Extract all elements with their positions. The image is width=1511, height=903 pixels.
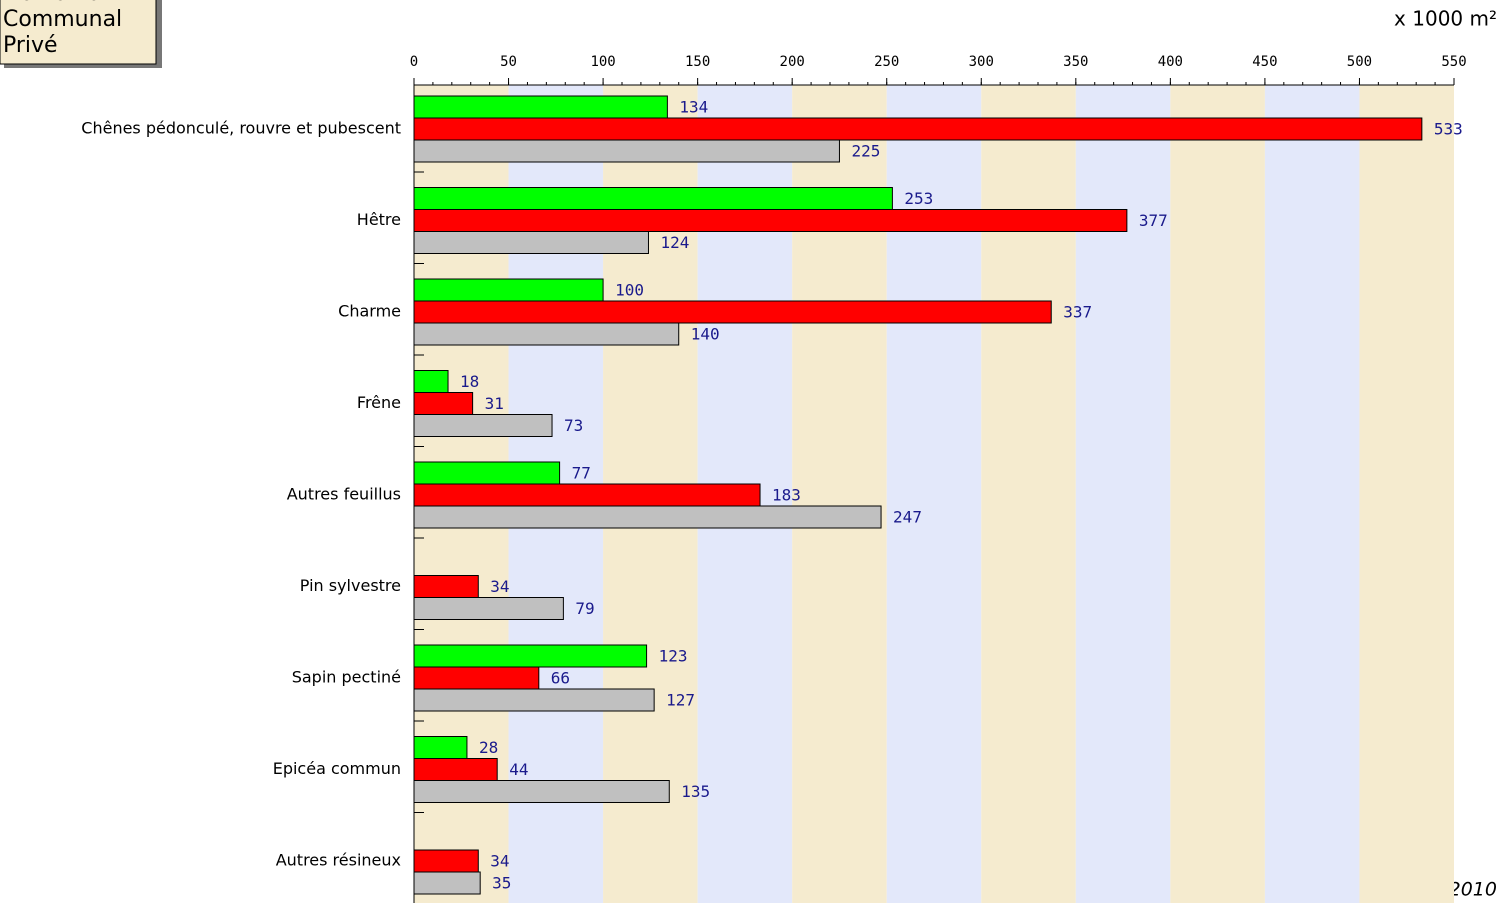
value-label: 183 xyxy=(772,486,801,505)
legend-label: Privé xyxy=(3,33,58,58)
grid-band xyxy=(1359,85,1454,903)
category-label: Frêne xyxy=(357,393,401,412)
x-tick-label: 350 xyxy=(1063,54,1088,70)
bar xyxy=(413,300,1052,324)
value-label: 31 xyxy=(485,394,504,413)
value-label: 34 xyxy=(490,852,509,871)
bar xyxy=(413,278,604,302)
category-label: Autres résineux xyxy=(276,851,401,870)
bar xyxy=(413,575,479,598)
x-tick-label: 100 xyxy=(590,54,615,70)
bar xyxy=(413,666,540,690)
bar xyxy=(413,505,882,529)
value-label: 127 xyxy=(666,691,695,710)
value-label: 337 xyxy=(1063,303,1092,322)
bar xyxy=(413,231,649,254)
x-tick-label: 150 xyxy=(685,54,710,70)
value-label: 247 xyxy=(893,508,922,527)
grid-band xyxy=(1264,85,1360,903)
category-label: Hêtre xyxy=(357,210,401,229)
value-label: 66 xyxy=(551,669,570,688)
category-label: Chênes pédonculé, rouvre et pubescent xyxy=(81,119,401,138)
x-tick-label: 450 xyxy=(1252,54,1277,70)
x-tick-label: 0 xyxy=(410,54,418,70)
bar xyxy=(413,871,481,895)
bar xyxy=(413,209,1128,232)
x-tick-label: 500 xyxy=(1347,54,1372,70)
value-label: 225 xyxy=(851,142,880,161)
x-tick-label: 250 xyxy=(874,54,899,70)
x-tick-label: 400 xyxy=(1158,54,1183,70)
bar xyxy=(413,370,449,393)
bar xyxy=(413,758,498,781)
bar xyxy=(413,95,668,119)
grid-band xyxy=(1170,85,1265,903)
category-label: Epicéa commun xyxy=(273,759,401,778)
x-tick-label: 550 xyxy=(1441,54,1466,70)
bar xyxy=(413,644,648,668)
value-label: 377 xyxy=(1139,211,1168,230)
legend-label: Communal xyxy=(3,7,122,32)
category-label: Sapin pectiné xyxy=(292,668,401,687)
unit-label: x 1000 m² xyxy=(1394,7,1497,31)
bar xyxy=(413,322,680,346)
category-label: Autres feuillus xyxy=(287,485,401,504)
value-label: 134 xyxy=(679,98,708,117)
bar xyxy=(413,688,655,712)
bar xyxy=(413,483,761,507)
value-label: 124 xyxy=(660,233,689,252)
legend-box xyxy=(0,0,157,65)
value-label: 79 xyxy=(575,599,594,618)
bar xyxy=(413,597,564,620)
value-label: 77 xyxy=(572,464,591,483)
value-label: 18 xyxy=(460,372,479,391)
value-label: 28 xyxy=(479,738,498,757)
bar xyxy=(413,849,479,873)
value-label: 123 xyxy=(659,647,688,666)
bar xyxy=(413,414,553,437)
value-label: 100 xyxy=(615,281,644,300)
grid-band xyxy=(981,85,1076,903)
bar xyxy=(413,117,1423,141)
value-label: 253 xyxy=(904,189,933,208)
bar xyxy=(413,139,840,163)
grid-band xyxy=(1075,85,1171,903)
bar xyxy=(413,736,468,759)
x-tick-label: 200 xyxy=(780,54,805,70)
value-label: 533 xyxy=(1434,120,1463,139)
value-label: 44 xyxy=(509,760,528,779)
value-label: 140 xyxy=(691,325,720,344)
legend-label: Domanial xyxy=(3,0,108,6)
value-label: 135 xyxy=(681,782,710,801)
bar xyxy=(413,392,474,415)
grid-band xyxy=(886,85,982,903)
value-label: 34 xyxy=(490,577,509,596)
category-label: Pin sylvestre xyxy=(300,576,401,595)
x-tick-label: 50 xyxy=(500,54,517,70)
x-tick-label: 300 xyxy=(969,54,994,70)
bar xyxy=(413,187,893,210)
category-label: Charme xyxy=(338,302,401,321)
value-label: 35 xyxy=(492,874,511,893)
bar xyxy=(413,461,561,485)
value-label: 73 xyxy=(564,416,583,435)
bar xyxy=(413,780,670,803)
